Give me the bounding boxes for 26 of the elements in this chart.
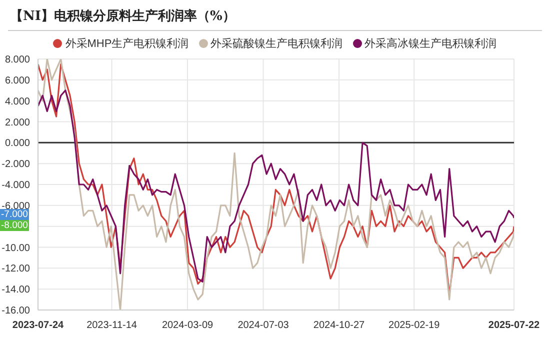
y-tick-label: 4.000 (4, 96, 30, 108)
x-tick-label: 2025-02-19 (388, 320, 440, 331)
y-tick-label: -10.00 (2, 242, 30, 254)
y-tick-label: -4.000 (2, 180, 30, 192)
line-series (38, 90, 514, 283)
y-tick-label: -6.000 (2, 200, 30, 212)
legend-label: 外采硫酸镍生产电积镍利润 (210, 36, 343, 51)
chart-title: 【NI】电积镍分原料生产利润率（%） (10, 8, 236, 25)
x-tick-label: 2024-03-09 (162, 320, 214, 331)
x-tick-label: 2025-07-22 (488, 320, 540, 331)
x-tick-label: 2024-10-27 (313, 320, 366, 331)
y-tick-label: -16.00 (2, 306, 30, 317)
y-tick-label: 6.000 (4, 75, 30, 86)
y-tick-label: 8.000 (4, 54, 30, 66)
x-tick-label: 2023-11-14 (86, 320, 138, 331)
y-tick-label: -12.00 (2, 264, 30, 275)
y-tick-label: 0.000 (4, 138, 30, 150)
y-tick-label: -14.00 (2, 284, 30, 296)
legend-label: 外采高冰镍生产电积镍利润 (364, 36, 497, 51)
y-tick-label: -2.000 (2, 159, 30, 170)
y-tick-label: 2.000 (4, 117, 30, 128)
x-tick-label: 2023-07-24 (12, 320, 64, 331)
legend-label: 外采MHP生产电积镍利润 (65, 36, 189, 51)
x-tick-label: 2024-07-03 (238, 320, 290, 331)
text: -7.000 (0, 209, 29, 220)
text: -8.000 (0, 220, 29, 231)
